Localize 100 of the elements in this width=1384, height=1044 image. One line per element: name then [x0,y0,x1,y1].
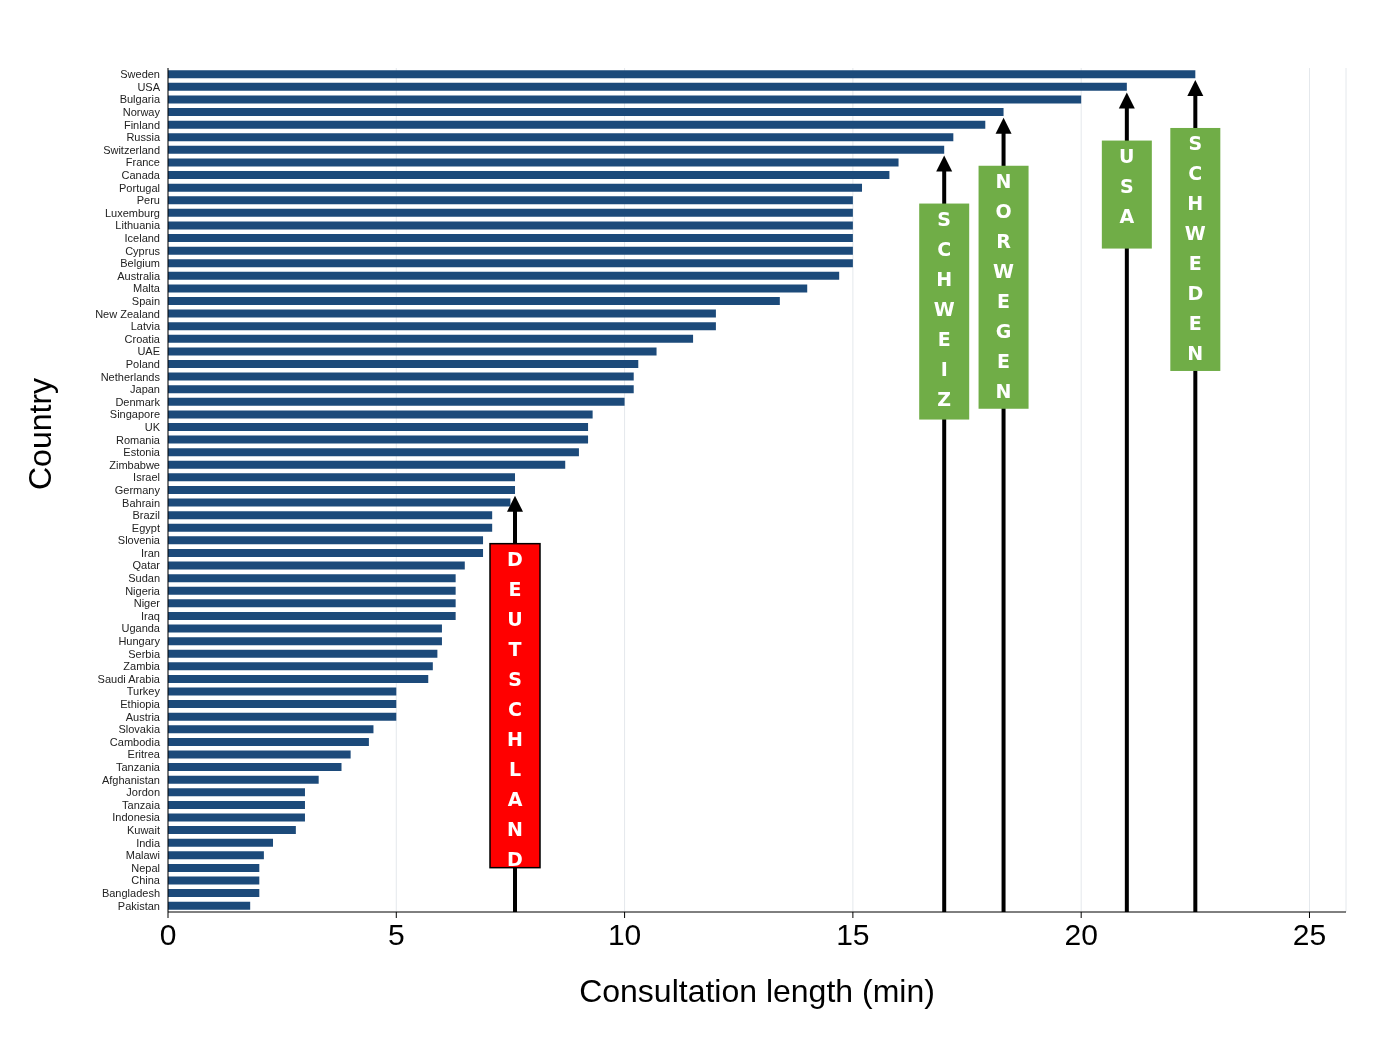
bar [168,196,853,205]
annotation: USA [1115,144,1138,235]
arrow-note: NORWEGEN [978,117,1029,912]
y-axis-title: Country [22,377,59,490]
y-tick-label: Tanzaia [122,798,161,811]
annotation: SCHWEDEN [1184,131,1207,372]
y-tick-label: Malta [133,282,161,295]
y-tick-label: Croatia [124,332,161,345]
y-tick-label: Finland [123,118,160,131]
bar [168,95,1082,104]
bar [168,460,566,469]
arrow-note: SCHWEIZ [919,155,970,912]
arrow-note: SCHWEDEN [1170,79,1221,912]
bar [168,687,397,696]
y-tick-label: Bahrain [122,496,160,509]
bar [168,271,840,280]
bar [168,284,808,293]
y-tick-label: Afghanistan [101,773,160,786]
y-tick-label: Tanzania [115,761,161,774]
y-tick-label: UK [144,420,161,433]
y-tick-label: Denmark [115,395,161,408]
y-tick-label: UAE [137,345,160,358]
y-tick-label: Zimbabwe [109,458,160,471]
y-tick-label: Switzerland [103,143,160,156]
y-tick-label: Peru [136,194,160,207]
bar [168,725,374,734]
arrow-note: DEUTSCHLAND [489,495,541,912]
bar [168,334,694,343]
y-tick-label: Japan [130,383,160,396]
y-tick-label: Russia [126,131,161,144]
annotation: DEUTSCHLAND [504,547,527,878]
bar [168,800,305,809]
y-tick-label: Cyprus [125,244,161,257]
bar [168,221,853,230]
y-tick-label: Zambia [123,660,161,673]
bar [168,473,516,482]
bar [168,851,264,860]
x-axis-title: Consultation length (min) [579,973,935,1009]
bar [168,448,579,457]
bar [168,208,853,217]
y-tick-label: Belgium [120,257,160,270]
bar [168,775,319,784]
x-tick-label: 10 [607,918,642,952]
y-tick-label: Serbia [128,647,161,660]
bar [168,889,260,898]
bar [168,309,716,318]
bar [168,624,442,633]
bar [168,750,351,759]
bar [168,70,1196,79]
y-tick-label: Nigeria [125,584,161,597]
bar [168,322,716,331]
bar [168,838,274,847]
bar [168,649,438,658]
y-tick-label: Austria [125,710,161,723]
y-tick-label: Qatar [132,559,161,572]
y-tick-label: Kuwait [126,824,160,837]
y-tick-label: Indonesia [112,811,161,824]
y-tick-label: France [125,156,160,169]
y-tick-label: Australia [117,269,161,282]
y-tick-label: Israel [133,471,160,484]
bar [168,259,853,268]
bar [168,788,305,797]
y-tick-label: Iran [141,546,160,559]
y-tick-label: Sweden [120,68,160,81]
y-tick-label: China [131,874,161,887]
x-tick-label: 5 [387,918,405,952]
y-tick-label: Portugal [119,181,160,194]
bar [168,863,260,872]
bar [168,901,251,910]
y-tick-label: Saudi Arabia [97,672,161,685]
x-tick-label: 0 [159,918,177,952]
bar [168,435,589,444]
y-tick-label: Brazil [132,509,160,522]
bar [168,536,484,545]
bar [168,611,456,620]
bar [168,599,456,608]
y-tick-label: Iraq [141,609,160,622]
y-tick-label: Turkey [126,685,161,698]
y-tick-label: Sudan [128,572,160,585]
bar [168,120,986,129]
y-tick-label: Norway [122,105,161,118]
annotation: NORWEGEN [992,169,1015,410]
annotation: SCHWEIZ [933,207,956,418]
y-tick-label: Hungary [118,635,161,648]
y-tick-label: Pakistan [117,899,160,912]
y-tick-label: India [136,836,161,849]
y-tick-label: Luxemburg [104,206,160,219]
bar [168,372,634,381]
y-tick-label: Slovenia [117,534,161,547]
bar [168,133,954,142]
y-tick-label: USA [137,80,161,93]
bar [168,246,853,255]
y-tick-label: Germany [114,483,161,496]
bar [168,397,625,406]
y-tick-label: Spain [131,294,160,307]
y-tick-label: Eritrea [127,748,161,761]
bar [168,234,853,243]
y-tick-label: Latvia [130,320,161,333]
y-tick-label: Lithuania [115,219,161,232]
y-tick-label: Jordon [126,786,160,799]
